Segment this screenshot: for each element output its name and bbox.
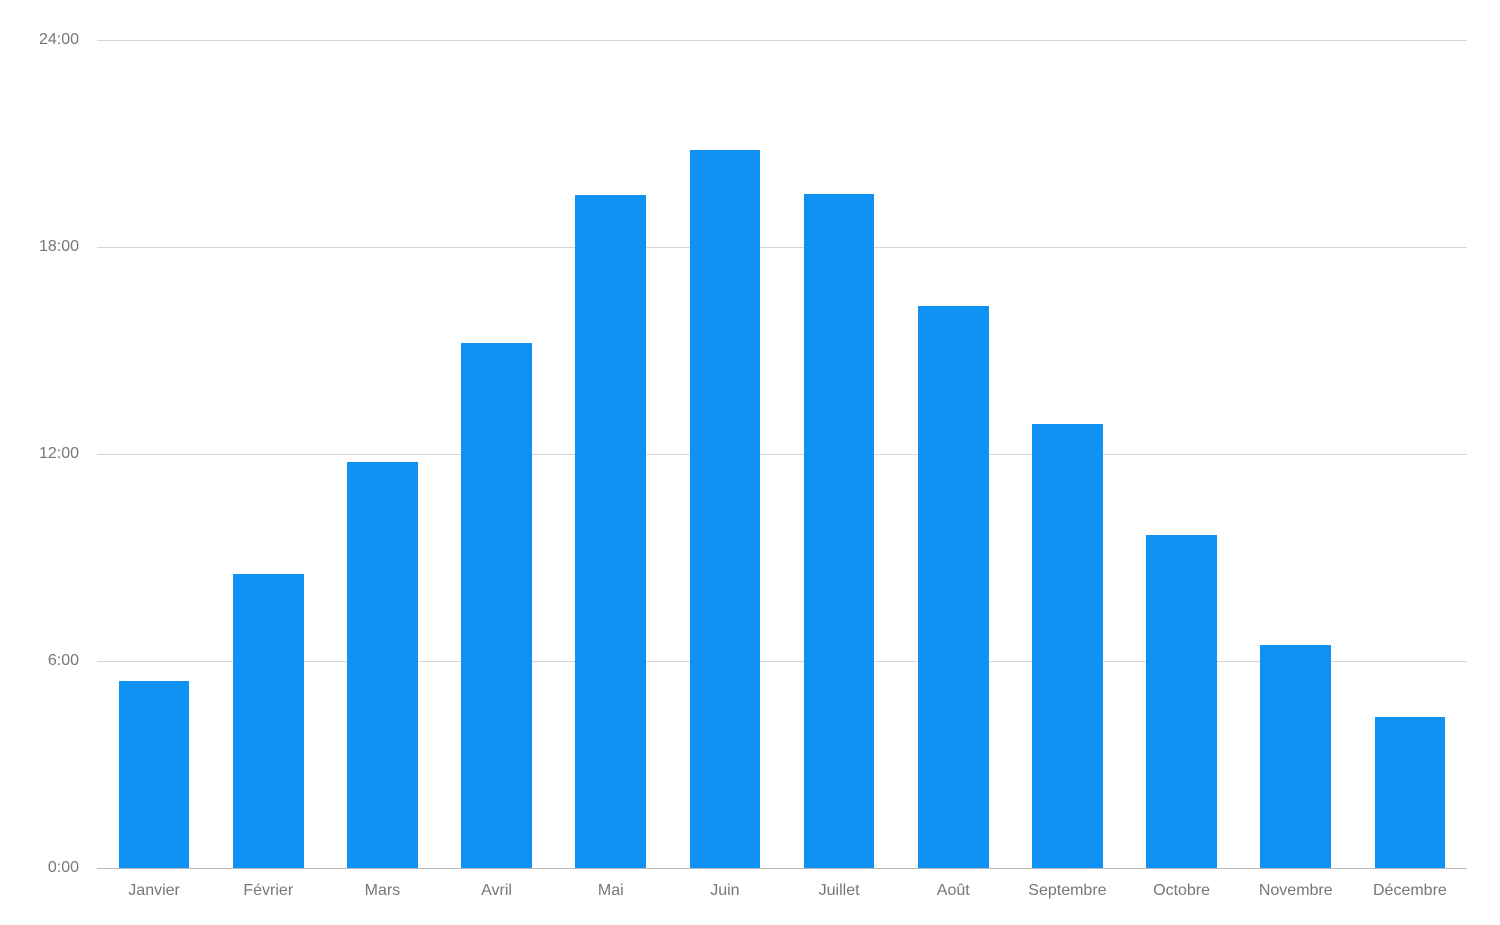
- bar-slot: [668, 40, 782, 868]
- y-tick-label: 18:00: [0, 238, 79, 256]
- bar: [347, 462, 418, 868]
- x-tick-label: Décembre: [1373, 882, 1447, 900]
- bar-slot: [1353, 40, 1467, 868]
- x-tick-label: Avril: [481, 882, 512, 900]
- bar: [1032, 424, 1103, 868]
- plot-area: [97, 40, 1467, 868]
- gridline: [97, 868, 1467, 869]
- bar: [690, 150, 761, 868]
- bar-slot: [554, 40, 668, 868]
- bars-container: [97, 40, 1467, 868]
- x-tick-label: Mai: [598, 882, 624, 900]
- x-tick-label: Octobre: [1153, 882, 1210, 900]
- bar-slot: [440, 40, 554, 868]
- bar: [1375, 717, 1446, 868]
- bar-slot: [325, 40, 439, 868]
- bar: [461, 343, 532, 868]
- bar: [1146, 535, 1217, 868]
- x-tick-label: Novembre: [1259, 882, 1333, 900]
- bar-slot: [896, 40, 1010, 868]
- x-tick-label: Août: [937, 882, 970, 900]
- bar-slot: [1010, 40, 1124, 868]
- y-tick-label: 6:00: [0, 652, 79, 670]
- y-tick-label: 24:00: [0, 31, 79, 49]
- bar-slot: [782, 40, 896, 868]
- bar: [1260, 645, 1331, 868]
- x-tick-label: Janvier: [128, 882, 180, 900]
- bar-slot: [1239, 40, 1353, 868]
- bar: [804, 194, 875, 868]
- x-tick-label: Juillet: [819, 882, 860, 900]
- y-tick-label: 12:00: [0, 445, 79, 463]
- x-tick-label: Septembre: [1028, 882, 1106, 900]
- bar-slot: [97, 40, 211, 868]
- bar: [233, 574, 304, 868]
- x-tick-label: Juin: [710, 882, 739, 900]
- x-tick-label: Mars: [365, 882, 401, 900]
- bar-chart: 0:00 6:00 12:00 18:00 24:00 Janvier Février Ma…: [0, 0, 1500, 925]
- bar: [575, 195, 646, 868]
- bar-slot: [1125, 40, 1239, 868]
- bar: [119, 681, 190, 868]
- y-tick-label: 0:00: [0, 859, 79, 877]
- x-tick-label: Février: [243, 882, 293, 900]
- bar-slot: [211, 40, 325, 868]
- bar: [918, 306, 989, 868]
